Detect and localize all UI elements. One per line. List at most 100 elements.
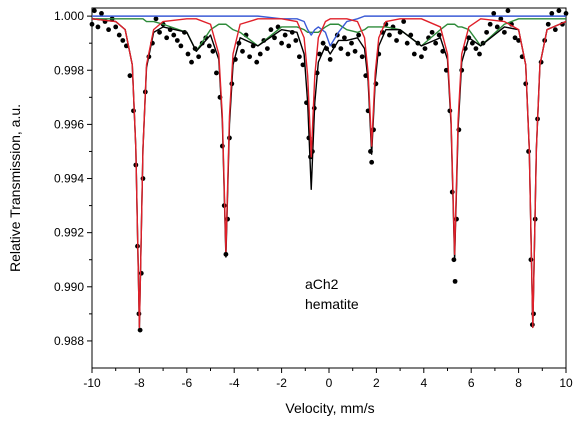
fit-line	[92, 18, 566, 329]
x-tick-label: -6	[181, 376, 192, 390]
data-point	[484, 29, 490, 35]
data-point	[214, 70, 219, 76]
annotation: hematite	[305, 296, 359, 312]
data-point	[120, 38, 126, 43]
y-tick-label: 0.988	[54, 334, 84, 348]
x-tick-label: 10	[559, 376, 573, 390]
data-point	[206, 43, 212, 49]
annotation: aCh2	[305, 276, 339, 292]
fit-line	[92, 18, 566, 329]
data-point	[296, 54, 302, 60]
data-point	[164, 35, 170, 41]
data-point	[338, 46, 344, 52]
data-point	[171, 32, 177, 38]
y-tick-label: 0.998	[54, 63, 84, 77]
data-point	[411, 51, 417, 57]
x-axis-label: Velocity, mm/s	[285, 400, 374, 416]
data-point	[549, 11, 555, 16]
data-point	[556, 8, 562, 14]
data-point	[240, 48, 245, 54]
data-point	[342, 35, 347, 41]
plot-frame	[91, 7, 567, 369]
data-point	[293, 38, 299, 43]
data-point	[157, 29, 162, 35]
data-point	[268, 27, 274, 33]
data-point	[286, 43, 292, 49]
data-point	[487, 21, 493, 27]
data-point	[210, 48, 216, 54]
data-point	[433, 40, 439, 46]
data-point	[429, 29, 435, 35]
data-point	[419, 54, 424, 60]
y-axis-label: Relative Transmission, a.u.	[7, 104, 23, 272]
data-point	[394, 38, 399, 43]
y-tick-label: 1.000	[54, 9, 84, 23]
data-point	[264, 46, 270, 52]
data-point	[137, 327, 143, 333]
x-tick-label: 4	[420, 376, 427, 390]
data-point	[127, 73, 133, 79]
data-point	[501, 29, 507, 35]
data-point	[178, 43, 184, 49]
data-point	[401, 19, 407, 24]
data-point	[498, 16, 504, 22]
x-tick-label: 2	[373, 376, 380, 390]
data-point	[174, 38, 180, 43]
x-tick-label: 6	[468, 376, 475, 390]
data-point	[404, 40, 410, 46]
data-point	[523, 81, 529, 87]
data-point	[512, 35, 518, 41]
data-point	[254, 59, 260, 65]
data-point	[516, 38, 521, 43]
x-tick-label: -8	[134, 376, 145, 390]
data-point	[552, 27, 558, 33]
data-point	[469, 40, 475, 46]
data-point	[320, 40, 326, 46]
y-tick-label: 0.990	[54, 280, 84, 294]
data-point	[359, 54, 365, 60]
data-point	[185, 51, 191, 57]
data-point	[436, 32, 442, 38]
fit-line	[92, 15, 566, 47]
data-point	[491, 11, 497, 16]
data-point	[279, 40, 284, 46]
data-point	[345, 51, 351, 57]
fit-line	[92, 18, 566, 53]
data-point	[95, 24, 101, 30]
x-tick-label: -10	[83, 376, 101, 390]
data-point	[473, 46, 479, 52]
data-point	[563, 11, 569, 16]
y-tick-label: 0.996	[54, 117, 84, 131]
data-point	[526, 149, 531, 154]
data-point	[349, 40, 354, 46]
data-point	[196, 54, 202, 60]
data-point	[138, 270, 144, 276]
data-point	[113, 24, 119, 30]
x-tick-label: -2	[276, 376, 287, 390]
x-tick-label: 8	[515, 376, 522, 390]
data-point	[257, 51, 263, 57]
data-point	[545, 21, 551, 27]
x-tick-label: 0	[326, 376, 333, 390]
data-point	[89, 21, 95, 27]
data-point	[247, 54, 253, 60]
y-tick-label: 0.992	[54, 226, 84, 240]
data-point	[477, 51, 482, 57]
data-point	[505, 8, 511, 14]
data-point	[494, 24, 500, 30]
data-point	[352, 48, 358, 54]
data-point	[153, 16, 159, 22]
data-point	[106, 27, 111, 33]
data-point	[369, 159, 375, 165]
data-point	[99, 11, 104, 16]
data-point	[272, 35, 277, 41]
y-tick-label: 0.994	[54, 172, 84, 186]
data-point	[422, 46, 428, 52]
data-point	[189, 59, 194, 65]
data-point	[116, 32, 122, 38]
data-point	[91, 8, 97, 14]
data-point	[387, 32, 392, 38]
x-tick-label: -4	[229, 376, 240, 390]
data-point	[452, 278, 458, 284]
